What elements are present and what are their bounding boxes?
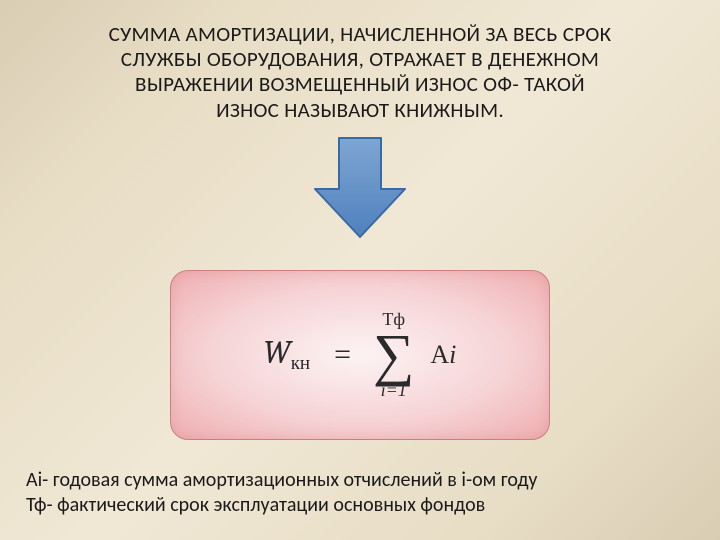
lhs-var: W — [264, 334, 291, 371]
summation: Тф ∑ i=1 — [373, 310, 414, 399]
lhs-subscript: кн — [291, 352, 310, 374]
formula: Wкн = Тф ∑ i=1 Аi — [264, 310, 457, 399]
legend: Аi- годовая сумма амортизационных отчисл… — [26, 468, 694, 518]
heading-line-1: СУММА АМОРТИЗАЦИИ, НАЧИСЛЕННОЙ ЗА ВЕСЬ С… — [109, 21, 612, 47]
heading-line-2: СЛУЖБЫ ОБОРУДОВАНИЯ, ОТРАЖАЕТ В ДЕНЕЖНОМ — [121, 46, 599, 72]
sum-lower-limit: i=1 — [381, 381, 407, 399]
heading-line-3: ВЫРАЖЕНИИ ВОЗМЕЩЕННЫЙ ИЗНОС ОФ- ТАКОЙ — [135, 71, 585, 97]
rhs-i: i — [449, 340, 456, 369]
equals-sign: = — [334, 338, 351, 372]
legend-line-1: Аi- годовая сумма амортизационных отчисл… — [26, 468, 694, 493]
slide-heading: СУММА АМОРТИЗАЦИИ, НАЧИСЛЕННОЙ ЗА ВЕСЬ С… — [0, 0, 720, 123]
formula-lhs: Wкн — [264, 334, 311, 375]
heading-line-4: ИЗНОС НАЗЫВАЮТ КНИЖНЫМ. — [216, 97, 504, 123]
formula-box: Wкн = Тф ∑ i=1 Аi — [170, 270, 550, 440]
arrow-container — [0, 135, 720, 240]
legend-line-2: Тф- фактический срок эксплуатации основн… — [26, 493, 694, 518]
sigma-symbol: ∑ — [373, 330, 414, 379]
formula-rhs: Аi — [430, 340, 456, 370]
rhs-A: А — [430, 340, 449, 369]
down-arrow-icon — [311, 135, 409, 240]
